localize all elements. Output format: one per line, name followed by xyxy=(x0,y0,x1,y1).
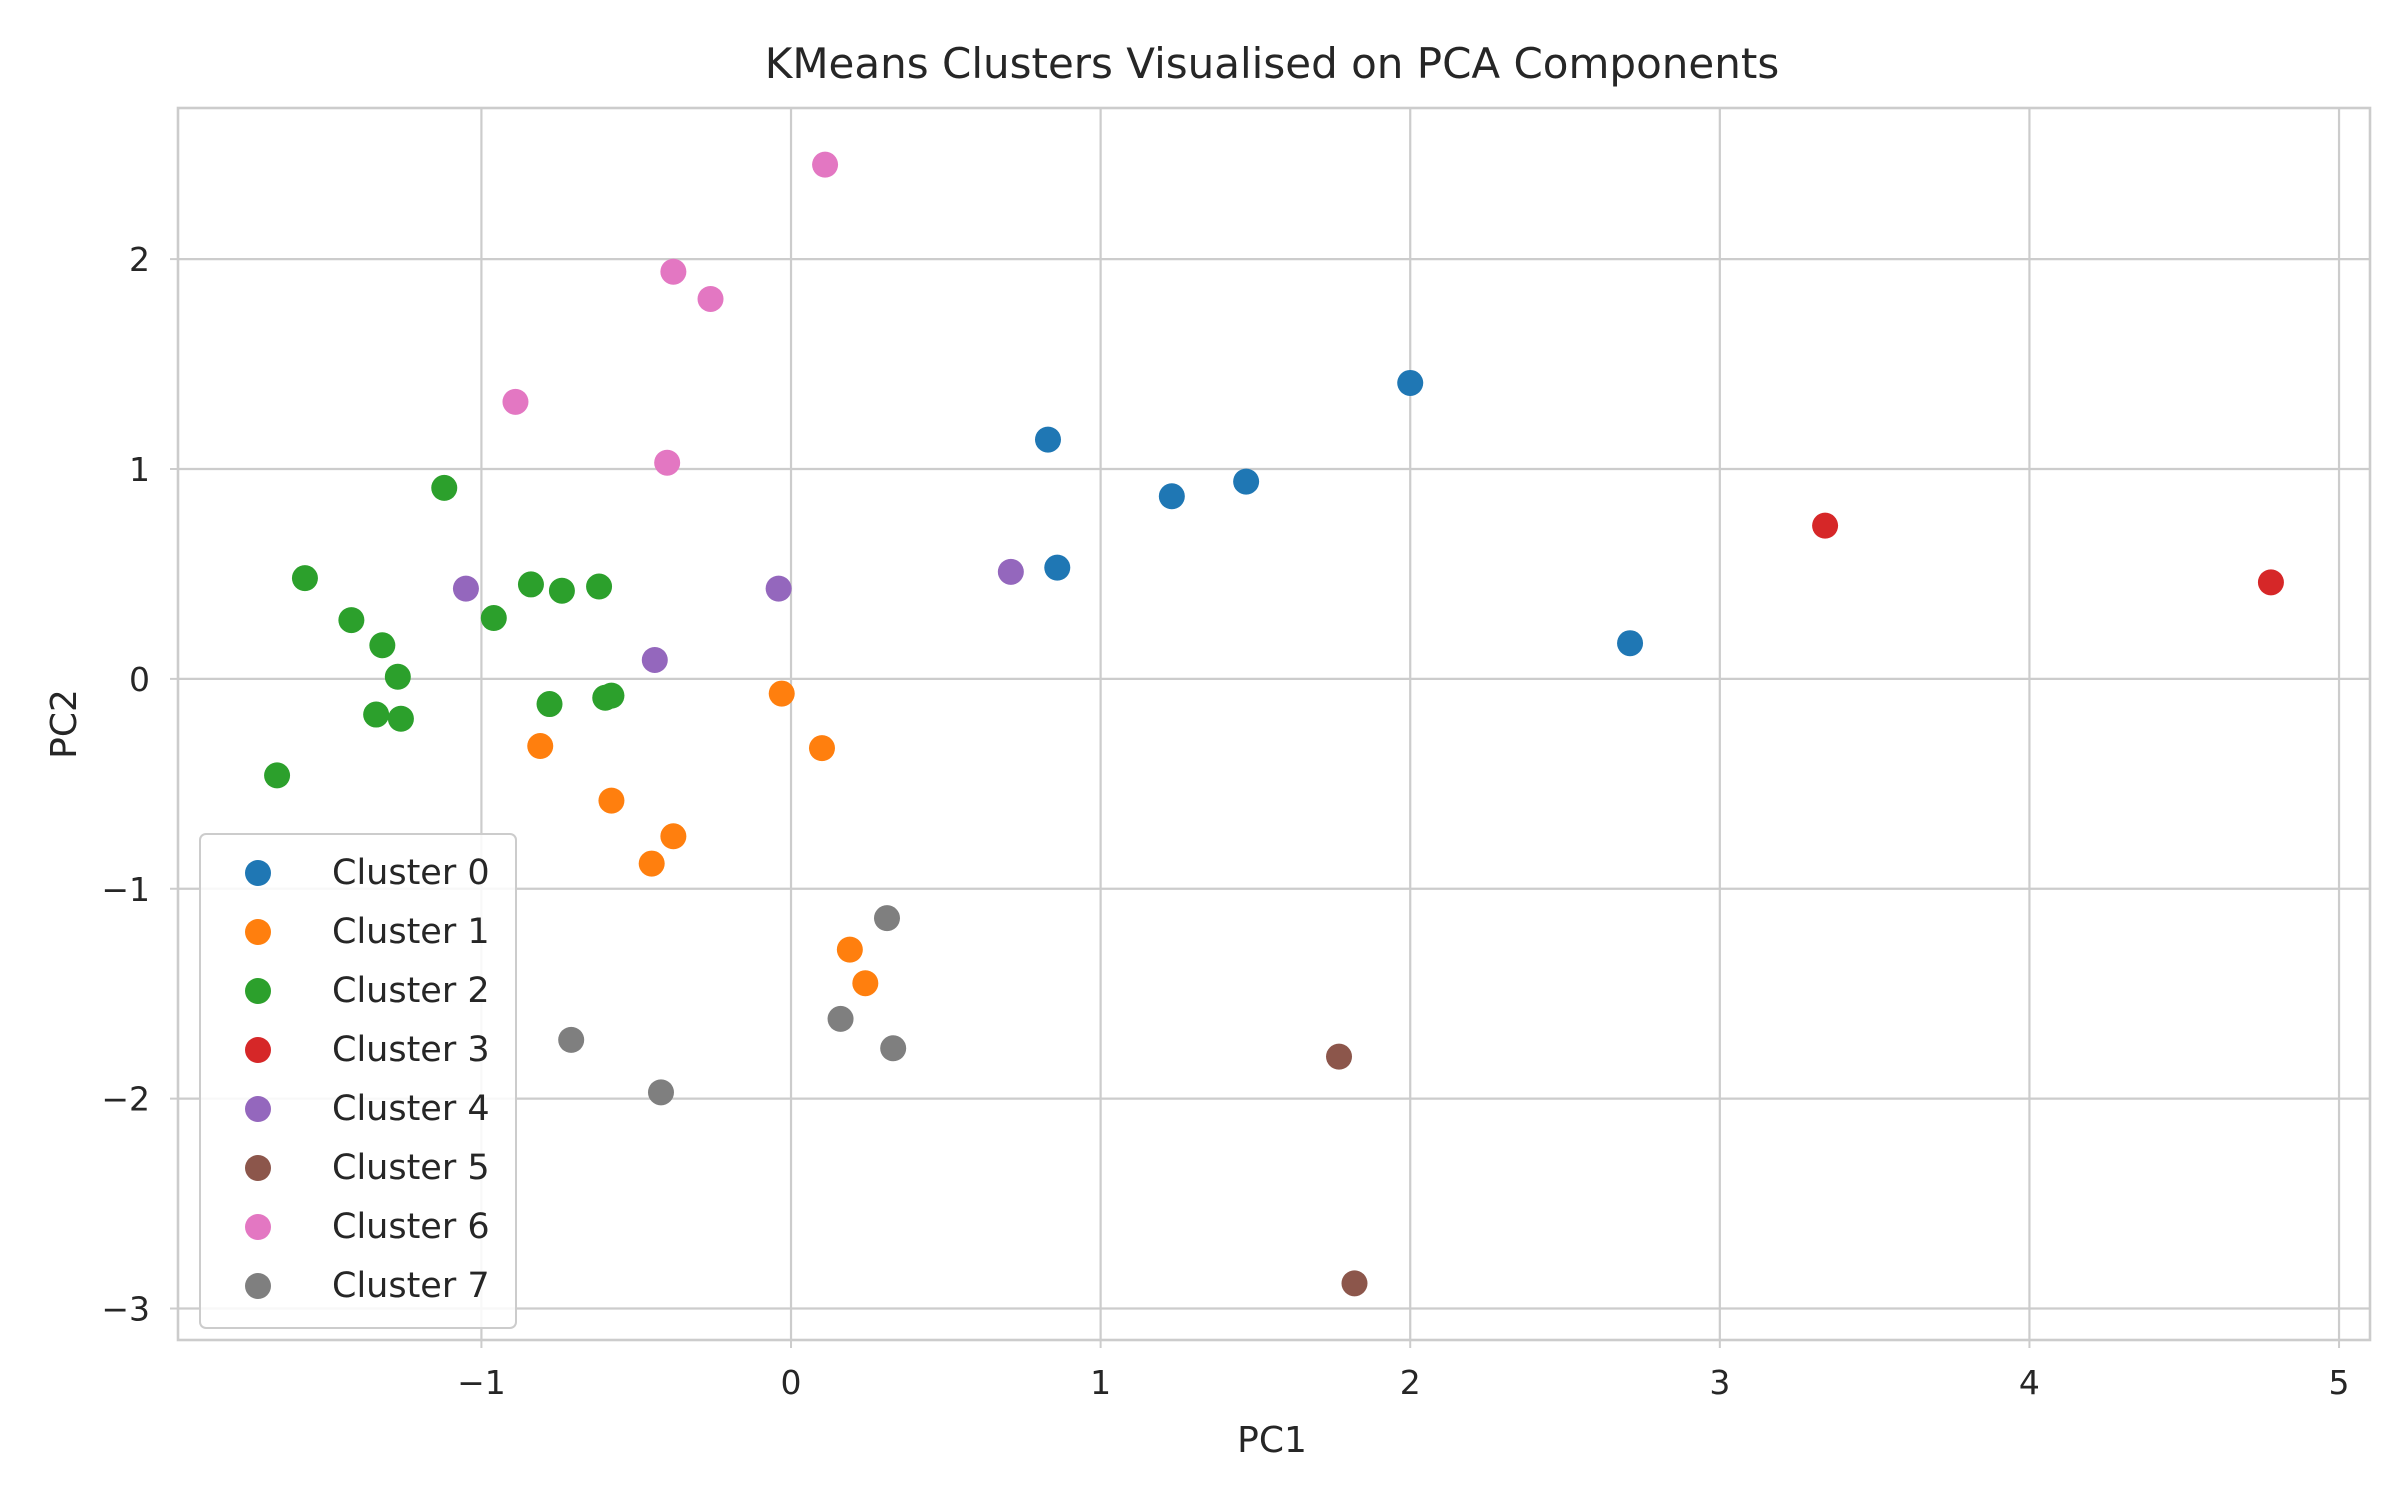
x-tick-label: 3 xyxy=(1709,1363,1730,1402)
cluster-2-point xyxy=(586,573,613,600)
legend-marker xyxy=(245,919,271,945)
x-axis-label: PC1 xyxy=(1237,1420,1307,1461)
legend-marker xyxy=(245,978,271,1004)
cluster-6-point xyxy=(660,258,687,285)
cluster-2-point xyxy=(369,632,396,659)
cluster-0-point xyxy=(1034,426,1061,453)
legend-marker xyxy=(245,1273,271,1299)
grid-lines xyxy=(178,108,2370,1340)
cluster-2-point xyxy=(384,663,411,690)
cluster-7-point xyxy=(873,905,900,932)
cluster-7-point xyxy=(647,1079,674,1106)
x-tick-label: 5 xyxy=(2329,1363,2350,1402)
cluster-5-point xyxy=(1326,1043,1353,1070)
cluster-1-point xyxy=(836,936,863,963)
legend-label: Cluster 7 xyxy=(332,1266,490,1306)
plot-frame xyxy=(176,106,2372,1342)
cluster-2-point xyxy=(363,701,390,728)
cluster-3-point xyxy=(1812,512,1839,539)
x-axis-ticks: −1 0 1 2 3 4 5 xyxy=(457,1340,2350,1402)
y-tick-label: −1 xyxy=(101,870,150,909)
data-points xyxy=(264,151,2284,1297)
legend: Cluster 0 Cluster 1 Cluster 2 Cluster 3 Clus… xyxy=(199,833,517,1329)
x-tick-label: 4 xyxy=(2019,1363,2040,1402)
cluster-2-point xyxy=(480,605,507,632)
legend-label: Cluster 4 xyxy=(332,1089,490,1129)
legend-label: Cluster 2 xyxy=(332,971,490,1011)
cluster-4-point xyxy=(641,646,668,673)
cluster-2-point xyxy=(517,571,544,598)
y-tick-label: −3 xyxy=(101,1290,150,1329)
cluster-2-point xyxy=(338,607,365,634)
cluster-2-point xyxy=(264,762,291,789)
legend-label: Cluster 1 xyxy=(332,912,490,952)
cluster-1-point xyxy=(527,733,554,760)
x-tick-label: 2 xyxy=(1400,1363,1421,1402)
legend-marker xyxy=(245,1096,271,1122)
cluster-1-point xyxy=(660,823,687,850)
cluster-7-point xyxy=(558,1026,585,1053)
legend-box xyxy=(199,833,517,1329)
cluster-3-point xyxy=(2257,569,2284,596)
legend-marker xyxy=(245,1214,271,1240)
cluster-5-point xyxy=(1341,1270,1368,1297)
cluster-4-point xyxy=(452,575,479,602)
y-axis-label: PC2 xyxy=(44,689,85,759)
cluster-7-point xyxy=(827,1005,854,1032)
x-tick-label: 0 xyxy=(781,1363,802,1402)
legend-marker xyxy=(245,1037,271,1063)
legend-label: Cluster 0 xyxy=(332,853,490,893)
cluster-2-point xyxy=(291,565,318,592)
chart-title: KMeans Clusters Visualised on PCA Compon… xyxy=(765,39,1779,88)
cluster-4-point xyxy=(765,575,792,602)
cluster-2-point xyxy=(598,682,625,709)
legend-marker xyxy=(245,860,271,886)
cluster-6-point xyxy=(812,151,839,178)
x-tick-label: −1 xyxy=(457,1363,506,1402)
legend-label: Cluster 6 xyxy=(332,1207,490,1247)
cluster-6-point xyxy=(502,388,529,415)
x-tick-label: 1 xyxy=(1090,1363,1111,1402)
cluster-1-point xyxy=(808,735,835,762)
cluster-0-point xyxy=(1044,554,1071,581)
cluster-2-point xyxy=(536,691,563,718)
cluster-0-point xyxy=(1158,483,1185,510)
cluster-4-point xyxy=(997,558,1024,585)
cluster-2-point xyxy=(387,705,414,732)
y-tick-label: 2 xyxy=(129,240,150,279)
legend-label: Cluster 3 xyxy=(332,1030,490,1070)
cluster-6-point xyxy=(697,285,724,312)
cluster-1-point xyxy=(598,787,625,814)
cluster-7-point xyxy=(880,1035,907,1062)
y-axis-ticks: −3 −2 −1 0 1 2 xyxy=(101,240,178,1329)
y-tick-label: −2 xyxy=(101,1080,150,1119)
cluster-0-point xyxy=(1617,630,1644,657)
cluster-2-point xyxy=(431,474,458,501)
cluster-2-point xyxy=(548,577,575,604)
legend-label: Cluster 5 xyxy=(332,1148,490,1188)
y-tick-label: 0 xyxy=(129,660,150,699)
cluster-1-point xyxy=(852,970,879,997)
cluster-6-point xyxy=(654,449,681,476)
legend-marker xyxy=(245,1155,271,1181)
cluster-1-point xyxy=(638,850,665,877)
cluster-0-point xyxy=(1397,369,1424,396)
cluster-1-point xyxy=(768,680,795,707)
cluster-0-point xyxy=(1233,468,1260,495)
y-tick-label: 1 xyxy=(129,450,150,489)
